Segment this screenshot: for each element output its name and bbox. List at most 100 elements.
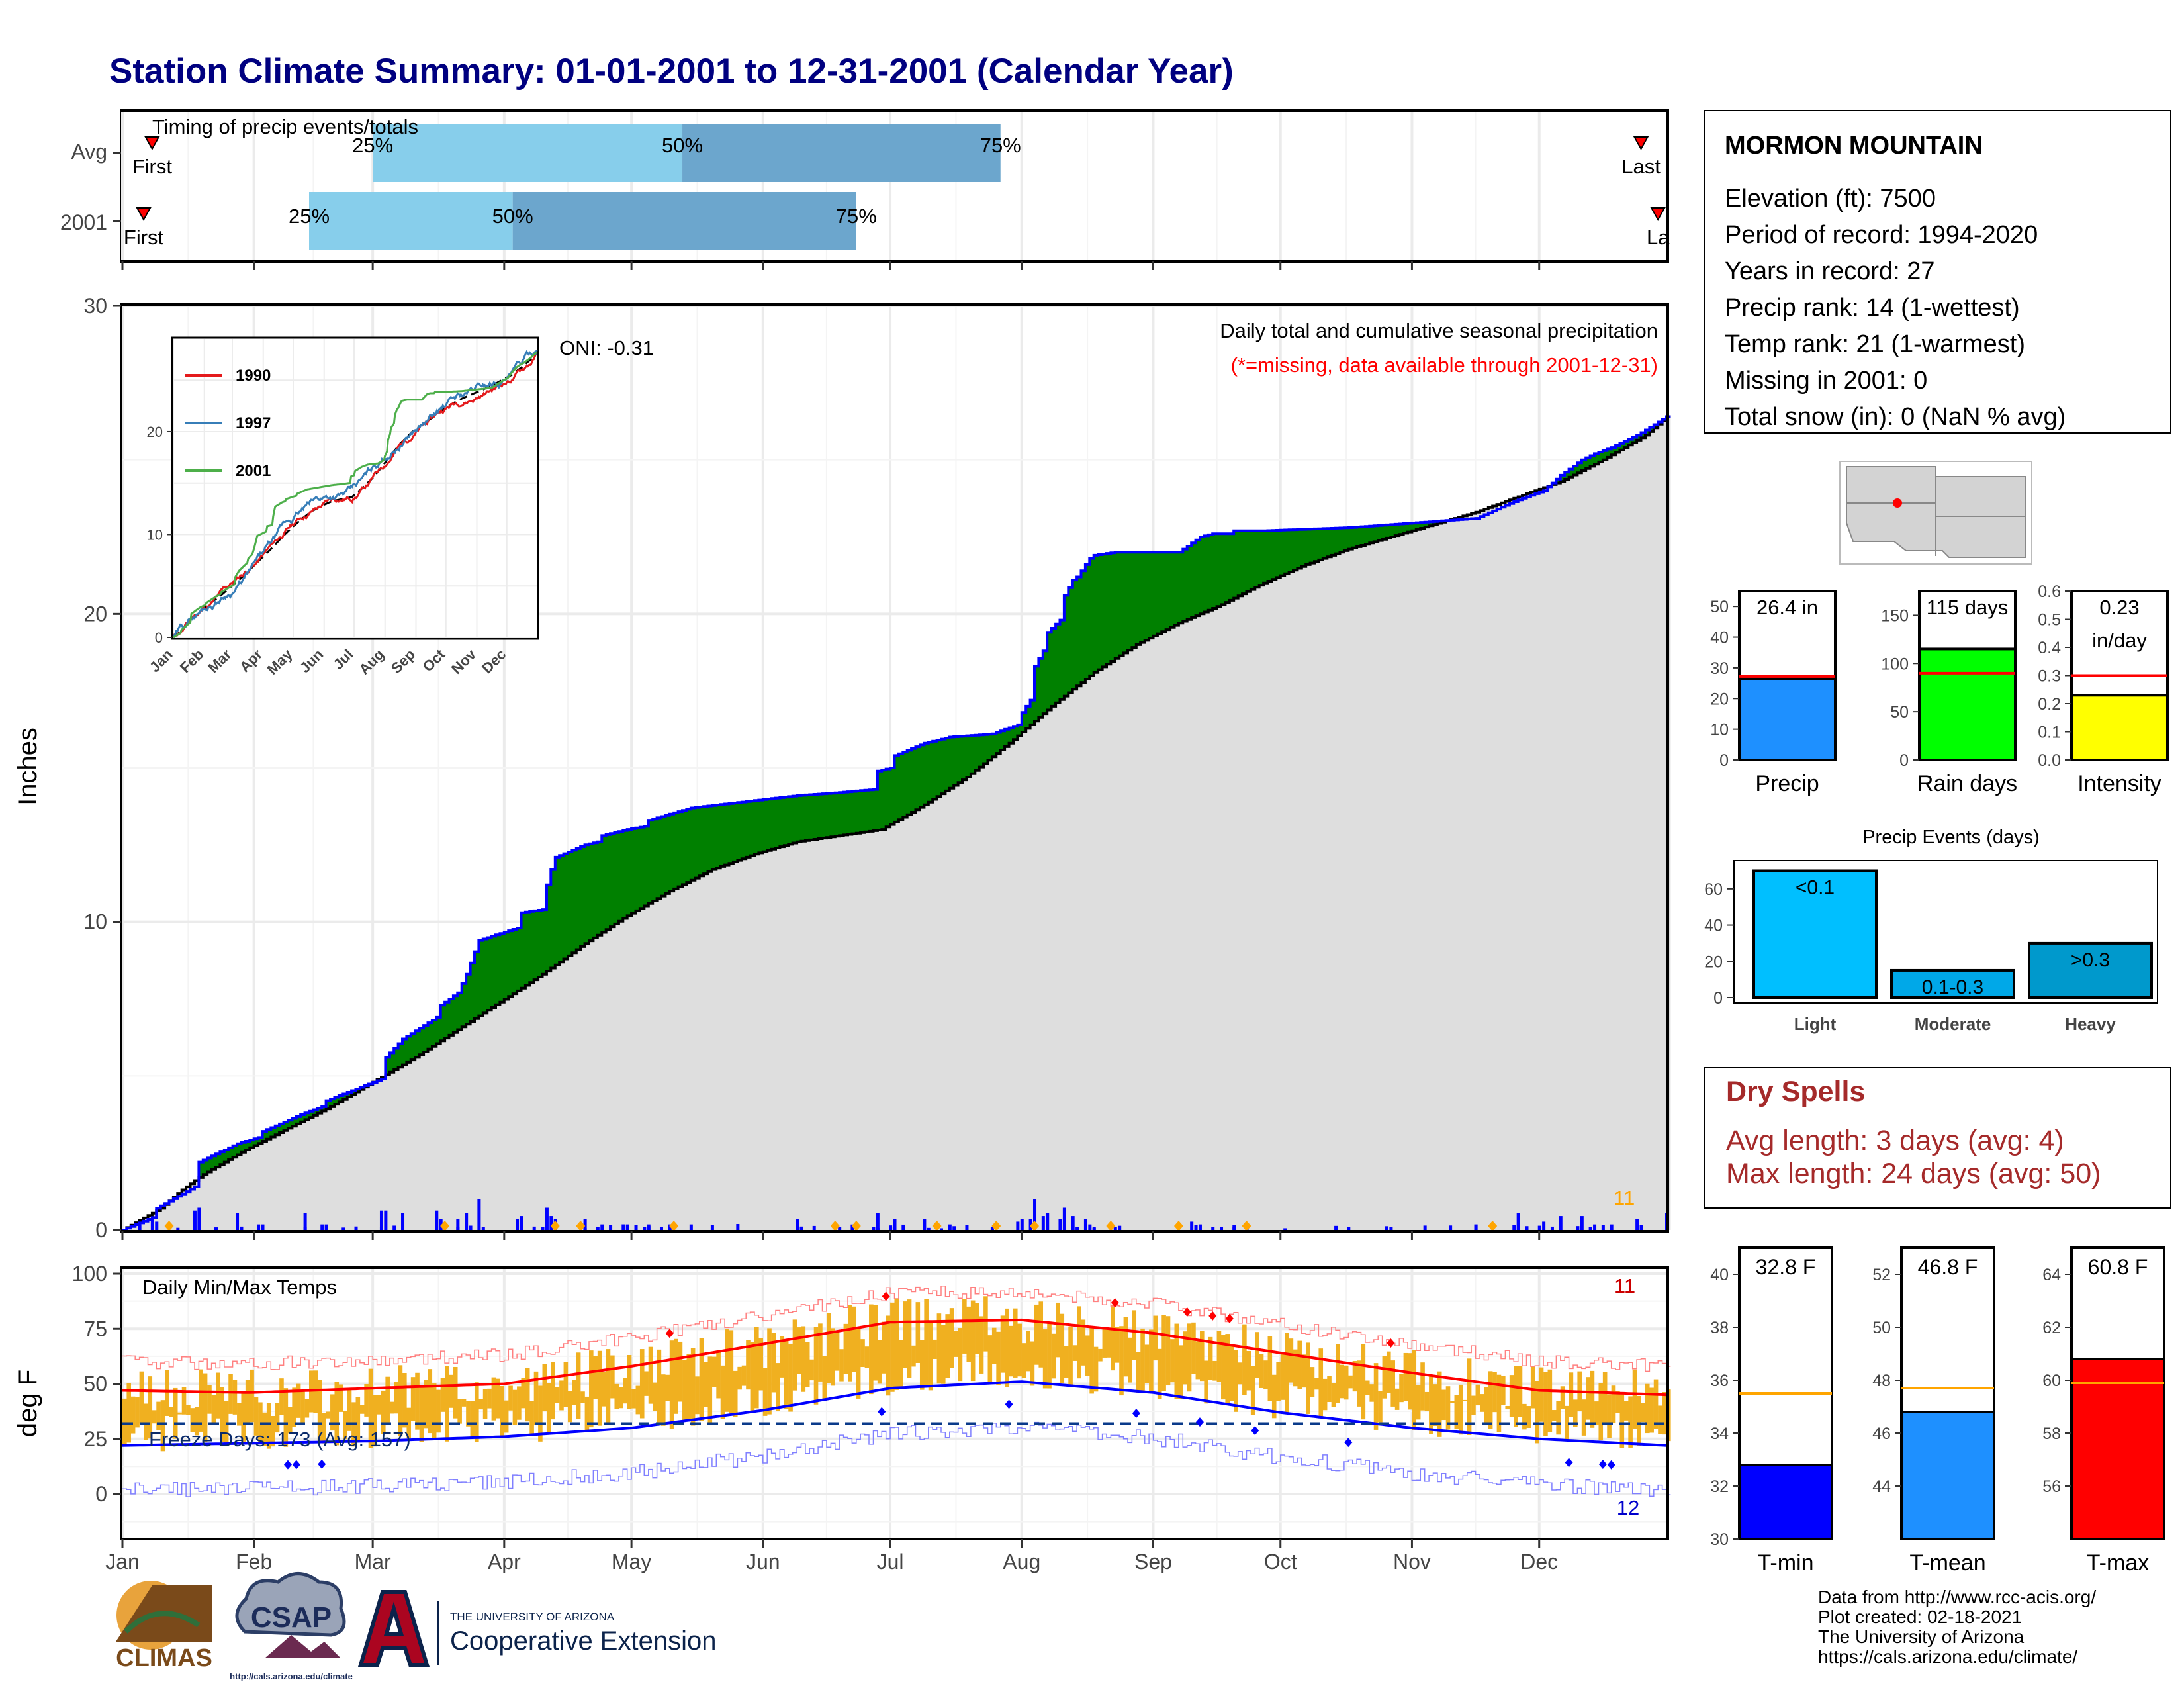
daily-temp-range-12 (169, 1407, 174, 1417)
daily-temp-range-183 (894, 1298, 899, 1390)
temp-bar-value (2070, 1358, 2165, 1540)
station-info-frame (1704, 110, 2171, 434)
precip-ytick-label-30: 30 (83, 294, 107, 318)
daily-temp-range-330 (1518, 1366, 1523, 1417)
daily-temp-range-65 (394, 1382, 398, 1414)
daily-temp-range-341 (1565, 1405, 1569, 1440)
daily-temp-range-285 (1327, 1376, 1332, 1403)
locator-map (1839, 461, 2032, 565)
month-label-Mar: Mar (355, 1550, 391, 1573)
daily-temp-range-193 (936, 1313, 942, 1384)
summary-bar-tick-label-0: 0 (1719, 751, 1729, 770)
daily-temp-range-79 (453, 1366, 458, 1419)
daily-temp-range-223 (1064, 1346, 1069, 1378)
daily-temp-range-315 (1454, 1395, 1459, 1429)
daily-temp-range-243 (1149, 1329, 1154, 1393)
timing-last-label-2001: La (1647, 226, 1670, 249)
station-total-snow: Total snow (in): 0 (NaN % avg) (1725, 403, 2066, 431)
daily-temp-range-196 (949, 1308, 954, 1368)
daily-precip-bar-small-236 (1118, 1225, 1122, 1230)
daily-temp-range-56 (355, 1397, 361, 1441)
daily-precip-bar-small-116 (609, 1225, 613, 1230)
daily-temp-range-58 (364, 1383, 369, 1417)
temp-bar-tick-label-40: 40 (1710, 1266, 1729, 1284)
daily-temp-range-31 (250, 1369, 254, 1423)
daily-temp-range-114 (602, 1372, 606, 1407)
month-label-Aug: Aug (1003, 1550, 1040, 1573)
daily-temp-range-111 (589, 1350, 594, 1428)
daily-temp-range-293 (1361, 1344, 1366, 1420)
timing-first-label-Avg: First (132, 155, 173, 178)
daily-temp-range-362 (1653, 1379, 1659, 1429)
temp-y-axis-label: deg F (13, 1370, 42, 1437)
daily-temp-range-231 (1098, 1348, 1103, 1362)
summary-bar-value (2070, 694, 2169, 761)
temp-missing-bottom: 12 (1617, 1496, 1639, 1519)
daily-temp-range-327 (1505, 1406, 1510, 1410)
daily-precip-bar-19 (197, 1207, 201, 1230)
daily-temp-range-26 (228, 1374, 233, 1414)
timing-pct-label-Avg-0: 25% (352, 134, 393, 157)
daily-temp-range-207 (996, 1331, 1001, 1385)
daily-precip-bar-216 (1033, 1199, 1037, 1230)
daily-temp-range-20 (203, 1373, 208, 1442)
precip-events-title: Precip Events (days) (1862, 827, 2040, 848)
inset-legend-label-2001: 2001 (236, 462, 271, 480)
daily-temp-range-37 (275, 1403, 280, 1433)
record-low-marker-48 (318, 1459, 326, 1469)
daily-temp-range-35 (266, 1403, 271, 1449)
daily-precip-bar-28 (236, 1213, 240, 1230)
daily-precip-bar-small-308 (1423, 1225, 1427, 1230)
daily-precip-bar-small-80 (456, 1227, 460, 1230)
daily-temp-range-104 (559, 1380, 564, 1411)
daily-temp-range-78 (449, 1374, 454, 1408)
summary-bar-tick-label-0.4: 0.4 (2038, 639, 2061, 657)
precip-annotation-missing: (*=missing, data available through 2001-… (1231, 353, 1658, 377)
inset-line-1997 (172, 350, 538, 638)
daily-temp-range-14 (177, 1412, 182, 1415)
daily-temp-range-301 (1394, 1388, 1400, 1410)
daily-precip-bar-small-332 (1525, 1226, 1529, 1230)
daily-temp-range-311 (1437, 1371, 1442, 1437)
precip-events-category-heavy: Heavy (2065, 1014, 2116, 1034)
daily-temp-range-120 (627, 1354, 632, 1409)
record-low-marker-290 (1344, 1438, 1353, 1448)
month-label-Apr: Apr (488, 1550, 521, 1573)
daily-precip-bar-352 (1610, 1224, 1614, 1230)
daily-temp-range-156 (780, 1336, 785, 1378)
precip-events-bar-label-light: <0.1 (1796, 876, 1835, 898)
timing-pct-label-2001-2: 75% (836, 205, 877, 228)
daily-precip-bar-small-62 (379, 1227, 383, 1230)
daily-temp-range-212 (1017, 1323, 1022, 1377)
daily-precip-bar-223 (1062, 1207, 1066, 1230)
daily-temp-range-22 (211, 1395, 216, 1424)
daily-precip-bar-small-53 (341, 1227, 345, 1230)
daily-precip-bar-small-179 (876, 1227, 880, 1230)
daily-precip-bar-290 (1347, 1227, 1351, 1230)
daily-temp-range-217 (1038, 1301, 1044, 1368)
temp-y-axis: 0 25 50 75 100 (72, 1262, 121, 1506)
daily-temp-range-361 (1649, 1387, 1654, 1433)
daily-temp-range-236 (1119, 1326, 1124, 1396)
summary-bar-text-0: 26.4 in (1756, 596, 1818, 619)
daily-temp-range-295 (1369, 1384, 1374, 1402)
daily-temp-range-270 (1263, 1360, 1268, 1390)
daily-precip-bar-160 (796, 1219, 799, 1230)
daily-temp-range-129 (665, 1374, 670, 1401)
precip-ytick-label-10: 10 (83, 910, 107, 934)
daily-temp-range-44 (304, 1399, 310, 1418)
daily-temp-range-109 (580, 1391, 585, 1403)
timing-bar-q3-Avg (682, 124, 1001, 182)
daily-temp-range-291 (1352, 1360, 1357, 1392)
daily-temp-range-163 (809, 1359, 814, 1381)
month-label-Dec: Dec (1520, 1550, 1558, 1573)
timing-bars: 25% 50% 75% First Last 25% 50% 75% First La (113, 124, 1670, 250)
station-period: Period of record: 1994-2020 (1725, 221, 2038, 249)
daily-temp-range-110 (584, 1396, 590, 1432)
daily-temp-range-6 (144, 1403, 148, 1440)
daily-temp-range-287 (1336, 1344, 1340, 1403)
timing-first-marker-2001 (136, 207, 152, 222)
daily-temp-range-363 (1658, 1405, 1662, 1434)
summary-bar-chart-rain-days: 115 days 0 50 100 150 Rain days (1881, 590, 2017, 796)
